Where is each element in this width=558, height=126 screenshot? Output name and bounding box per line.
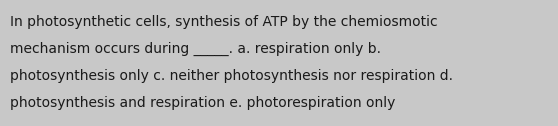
Text: mechanism occurs during _____. a. respiration only b.: mechanism occurs during _____. a. respir… [10,42,381,56]
Text: photosynthesis and respiration e. photorespiration only: photosynthesis and respiration e. photor… [10,96,396,110]
Text: photosynthesis only c. neither photosynthesis nor respiration d.: photosynthesis only c. neither photosynt… [10,69,453,83]
Text: In photosynthetic cells, synthesis of ATP by the chemiosmotic: In photosynthetic cells, synthesis of AT… [10,15,437,29]
